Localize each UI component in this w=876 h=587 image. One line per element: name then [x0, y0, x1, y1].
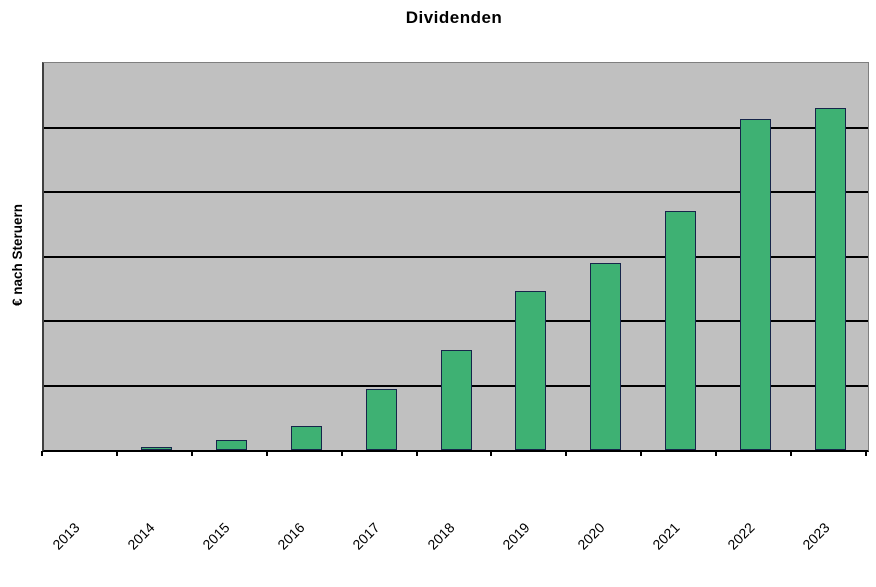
bar-2016: [290, 426, 322, 450]
x-axis-tick: [41, 451, 43, 456]
chart-title: Dividenden: [405, 8, 503, 27]
bar-2018: [440, 350, 472, 450]
x-axis-tick: [490, 451, 493, 456]
x-axis-tick: [265, 451, 268, 456]
x-axis-tick: [865, 451, 867, 456]
gridline: [44, 255, 868, 258]
x-axis-tick: [715, 451, 718, 456]
plot-area: [42, 62, 869, 452]
bar-2019: [515, 290, 547, 450]
x-axis-tick: [340, 451, 343, 456]
x-axis-tick: [565, 451, 568, 456]
bar-2021: [665, 210, 697, 450]
gridline: [44, 126, 868, 129]
x-axis-tick: [640, 451, 643, 456]
y-axis-label: € nach Steruern: [10, 203, 25, 307]
x-axis-tick: [415, 451, 418, 456]
x-axis-tick: [190, 451, 193, 456]
gridline: [44, 191, 868, 193]
gridline: [44, 320, 868, 322]
x-axis-tick: [115, 451, 118, 456]
bar-2017: [365, 388, 397, 450]
x-axis-tick: [790, 451, 793, 456]
bar-2014: [140, 446, 172, 450]
bar-2015: [215, 439, 247, 450]
bar-2022: [740, 119, 772, 450]
bar-2023: [815, 108, 847, 450]
bar-2020: [590, 262, 622, 450]
